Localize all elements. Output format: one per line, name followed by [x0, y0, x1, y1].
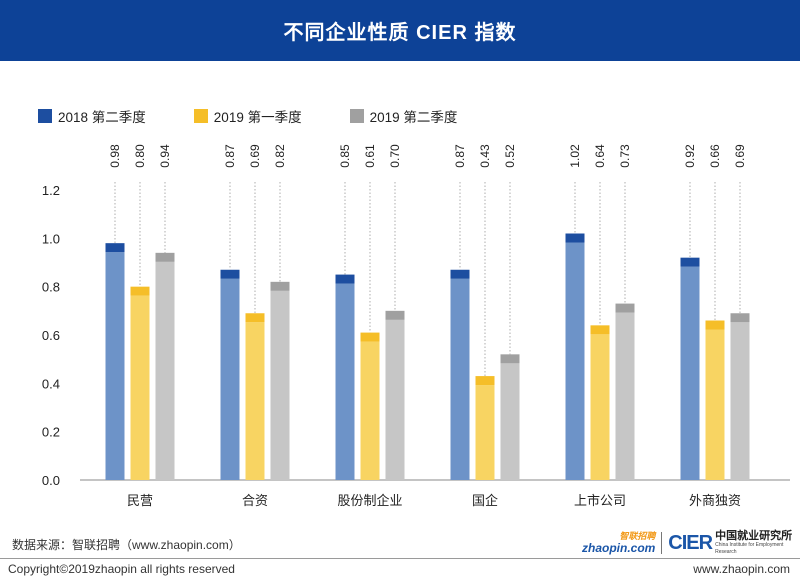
bar-chart: 0.0 0.2 0.4 0.6 0.8 1.0 1.2 0.98 0.80 0.94 民营 0.87 0…	[42, 144, 790, 508]
bar-cap	[385, 310, 405, 320]
data-label: 0.61	[363, 144, 377, 168]
data-label: 0.52	[503, 144, 517, 168]
bar-cap	[360, 332, 380, 342]
bar-body	[730, 322, 750, 480]
legend-item-2019q2: 2019 第二季度	[349, 106, 458, 126]
data-label: 0.69	[248, 144, 262, 168]
data-label: 0.64	[593, 144, 607, 168]
legend-swatch-2019q2	[349, 109, 364, 123]
category-label: 民营	[127, 493, 153, 508]
data-label: 0.87	[223, 144, 237, 168]
bar-cap	[155, 252, 175, 262]
bar-cap	[245, 313, 265, 323]
bar-body	[500, 363, 520, 480]
bar-body	[220, 278, 240, 480]
y-tick-label: 0.6	[42, 328, 60, 343]
y-tick-label: 0.2	[42, 425, 60, 440]
data-label: 0.70	[388, 144, 402, 168]
legend-item-2018q2: 2018 第二季度	[38, 106, 146, 126]
bar-cap	[590, 325, 610, 335]
cier-name-cn: 中国就业研究所	[715, 530, 793, 542]
logo-divider	[661, 532, 663, 554]
cier-name-en: China Institute for Employment Research	[715, 542, 784, 555]
data-label: 0.66	[708, 144, 722, 168]
category-label: 合资	[242, 493, 268, 508]
data-source: 数据来源：智联招聘（www.zhaopin.com）	[12, 538, 241, 552]
bar-cap	[270, 281, 290, 291]
bar-body	[565, 242, 585, 480]
data-label: 0.69	[733, 144, 747, 168]
bar-body	[705, 329, 725, 480]
bar-body	[680, 266, 700, 480]
legend-swatch-2018q2	[38, 109, 52, 123]
bar-body	[475, 385, 495, 480]
category-label: 上市公司	[574, 493, 626, 508]
bar-cap	[130, 286, 150, 296]
bar-body	[450, 278, 470, 480]
data-label: 0.98	[108, 144, 122, 168]
y-tick-label: 1.2	[42, 183, 60, 198]
bar-cap	[680, 257, 700, 267]
zhaopin-logo-cn: 智联招聘	[619, 530, 656, 541]
bar-cap	[335, 274, 355, 284]
bar-body	[385, 319, 405, 480]
category-label: 股份制企业	[337, 493, 402, 508]
bar-cap	[705, 320, 725, 330]
y-tick-label: 0.0	[42, 473, 60, 488]
zhaopin-logo: 智联招聘 zhaopin.com	[582, 530, 656, 555]
bar-cap	[220, 269, 240, 279]
data-label: 0.43	[478, 144, 492, 168]
bar-cap	[615, 303, 635, 313]
data-label: 0.85	[338, 144, 352, 168]
logo: 智联招聘 zhaopin.com CIER 中国就业研究所 China Inst…	[582, 530, 800, 556]
bar-body	[130, 295, 150, 480]
bar-cap	[730, 313, 750, 323]
data-label: 0.87	[453, 144, 467, 168]
y-tick-label: 0.4	[42, 376, 60, 391]
bar-cap	[450, 269, 470, 279]
legend-label-2019q2: 2019 第二季度	[369, 110, 458, 125]
legend-swatch-2019q1	[193, 109, 208, 123]
zhaopin-logo-text: zhaopin.com	[582, 540, 656, 555]
bar-body	[245, 322, 265, 480]
site-url: www.zhaopin.com	[693, 562, 790, 576]
data-label: 1.02	[568, 144, 582, 168]
category-label: 外商独资	[689, 493, 741, 508]
y-tick-label: 0.8	[42, 280, 60, 295]
bar-cap	[565, 233, 585, 243]
bar-body	[155, 261, 175, 480]
bar-body	[360, 341, 380, 480]
bar-cap	[500, 354, 520, 364]
legend-label-2019q1: 2019 第一季度	[213, 110, 302, 125]
bar-body	[105, 252, 125, 480]
copyright: Copyright©2019zhaopin all rights reserve…	[8, 562, 235, 576]
footer-divider	[0, 558, 800, 559]
data-label: 0.92	[683, 144, 697, 168]
data-label: 0.94	[158, 144, 172, 168]
category-label: 国企	[472, 493, 498, 508]
y-tick-label: 1.0	[42, 231, 60, 246]
data-label: 0.82	[273, 144, 287, 168]
cier-name: 中国就业研究所 China Institute for Employment R…	[715, 530, 800, 556]
bar-body	[335, 283, 355, 480]
legend-item-2019q1: 2019 第一季度	[193, 106, 302, 126]
data-label: 0.73	[618, 144, 632, 168]
legend: 2018 第二季度 2019 第一季度 2019 第二季度	[38, 106, 505, 126]
bar-cap	[105, 243, 125, 253]
bar-cap	[475, 376, 495, 386]
bar-body	[615, 312, 635, 480]
chart-title: 不同企业性质 CIER 指数	[283, 22, 517, 44]
bar-body	[270, 290, 290, 480]
legend-label-2018q2: 2018 第二季度	[58, 110, 146, 125]
cier-logo: CIER	[668, 531, 713, 554]
data-label: 0.80	[133, 144, 147, 168]
bar-body	[590, 334, 610, 480]
chart-title-bar: 不同企业性质 CIER 指数	[0, 0, 800, 61]
